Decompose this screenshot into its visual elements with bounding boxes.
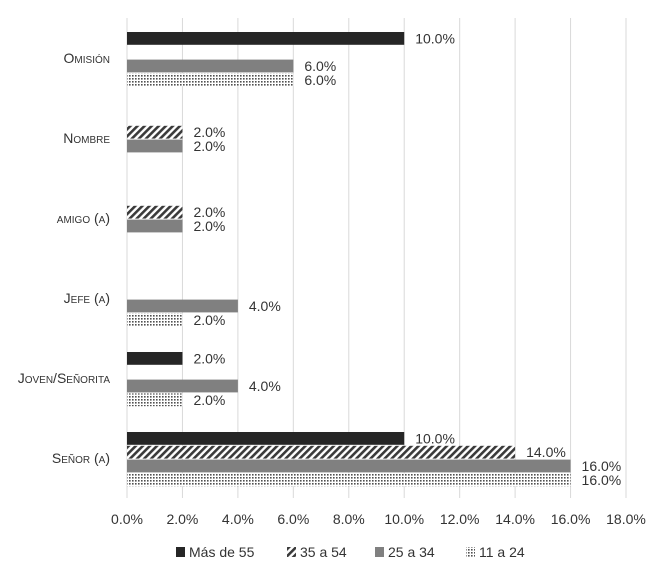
x-tick-label-4-0: 4.0% (222, 511, 254, 527)
bar-senor-a-35-a-54 (127, 445, 516, 459)
data-labels: 10.0%6.0%6.0%2.0%2.0%2.0%2.0%4.0%2.0%2.0… (193, 30, 621, 487)
legend-label-25-a-34: 25 a 34 (388, 544, 435, 560)
data-label-nombre-35-a-54: 2.0% (193, 124, 225, 140)
bar-joven-senorita-mas-de-55 (127, 352, 183, 365)
bar-joven-senorita-25-a-34 (127, 379, 238, 393)
data-label-jefe-a-11-a-24: 2.0% (193, 312, 225, 328)
data-label-omision-mas-de-55: 10.0% (415, 30, 455, 46)
data-label-senor-a-35-a-54: 14.0% (526, 444, 566, 460)
x-tick-label-16-0: 16.0% (551, 511, 591, 527)
bar-omision-11-a-24 (127, 73, 294, 87)
data-label-senor-a-11-a-24: 16.0% (582, 472, 622, 488)
data-label-senor-a-25-a-34: 16.0% (582, 458, 622, 474)
x-axis-ticks: 0.0% 2.0% 4.0% 6.0% 8.0% 10.0% 12.0% 14.0% 16.0%… (111, 511, 646, 527)
bar-jefe-a-25-a-34 (127, 299, 238, 313)
category-label-senor-a: Señor (a) (52, 450, 110, 466)
legend: Más de 55 35 a 54 25 a 34 11 a 24 (176, 544, 525, 560)
bar-jefe-a-11-a-24 (127, 313, 183, 327)
legend-swatch-35-a-54 (287, 547, 296, 557)
data-label-omision-11-a-24: 6.0% (304, 72, 336, 88)
x-tick-label-2-0: 2.0% (166, 511, 198, 527)
bar-omision-25-a-34 (127, 59, 294, 73)
bar-nombre-25-a-34 (127, 139, 183, 153)
data-label-joven-senorita-25-a-34: 4.0% (249, 378, 281, 394)
category-label-jefe-a: Jefe (a) (64, 290, 110, 306)
bar-amigo-a-25-a-34 (127, 219, 183, 233)
data-label-amigo-a-25-a-34: 2.0% (193, 218, 225, 234)
legend-label-11-a-24: 11 a 24 (479, 544, 525, 560)
data-label-jefe-a-25-a-34: 4.0% (249, 298, 281, 314)
x-tick-label-8-0: 8.0% (333, 511, 365, 527)
x-tick-label-6-0: 6.0% (277, 511, 309, 527)
legend-label-mas-de-55: Más de 55 (189, 544, 255, 560)
x-tick-label-0-0: 0.0% (111, 511, 143, 527)
x-tick-label-12-0: 12.0% (440, 511, 480, 527)
category-label-nombre: Nombre (63, 130, 110, 146)
bars (127, 32, 571, 487)
data-label-joven-senorita-mas-de-55: 2.0% (193, 350, 225, 366)
x-tick-label-18-0: 18.0% (606, 511, 646, 527)
data-label-omision-25-a-34: 6.0% (304, 58, 336, 74)
data-label-joven-senorita-11-a-24: 2.0% (193, 392, 225, 408)
legend-label-35-a-54: 35 a 54 (300, 544, 347, 560)
gridlines (126, 18, 627, 498)
data-label-senor-a-mas-de-55: 10.0% (415, 430, 455, 446)
bar-omision-mas-de-55 (127, 32, 405, 45)
bar-senor-a-25-a-34 (127, 459, 571, 473)
data-label-amigo-a-35-a-54: 2.0% (193, 204, 225, 220)
legend-swatch-11-a-24 (466, 547, 475, 557)
category-labels: Omisión Nombre amigo (a) Jefe (a) Joven/Seño… (18, 50, 111, 466)
bar-senor-a-mas-de-55 (127, 432, 405, 445)
bar-nombre-35-a-54 (127, 125, 183, 139)
data-label-nombre-25-a-34: 2.0% (193, 138, 225, 154)
bar-amigo-a-35-a-54 (127, 205, 183, 219)
category-label-amigo-a: amigo (a) (57, 210, 110, 226)
category-label-joven-senorita: Joven/Señorita (18, 370, 111, 386)
x-tick-label-10-0: 10.0% (384, 511, 424, 527)
legend-swatch-25-a-34 (375, 547, 384, 557)
x-tick-label-14-0: 14.0% (495, 511, 535, 527)
bar-joven-senorita-11-a-24 (127, 393, 183, 407)
legend-swatch-mas-de-55 (176, 547, 185, 557)
bar-senor-a-11-a-24 (127, 473, 571, 487)
category-label-omision: Omisión (64, 50, 110, 66)
